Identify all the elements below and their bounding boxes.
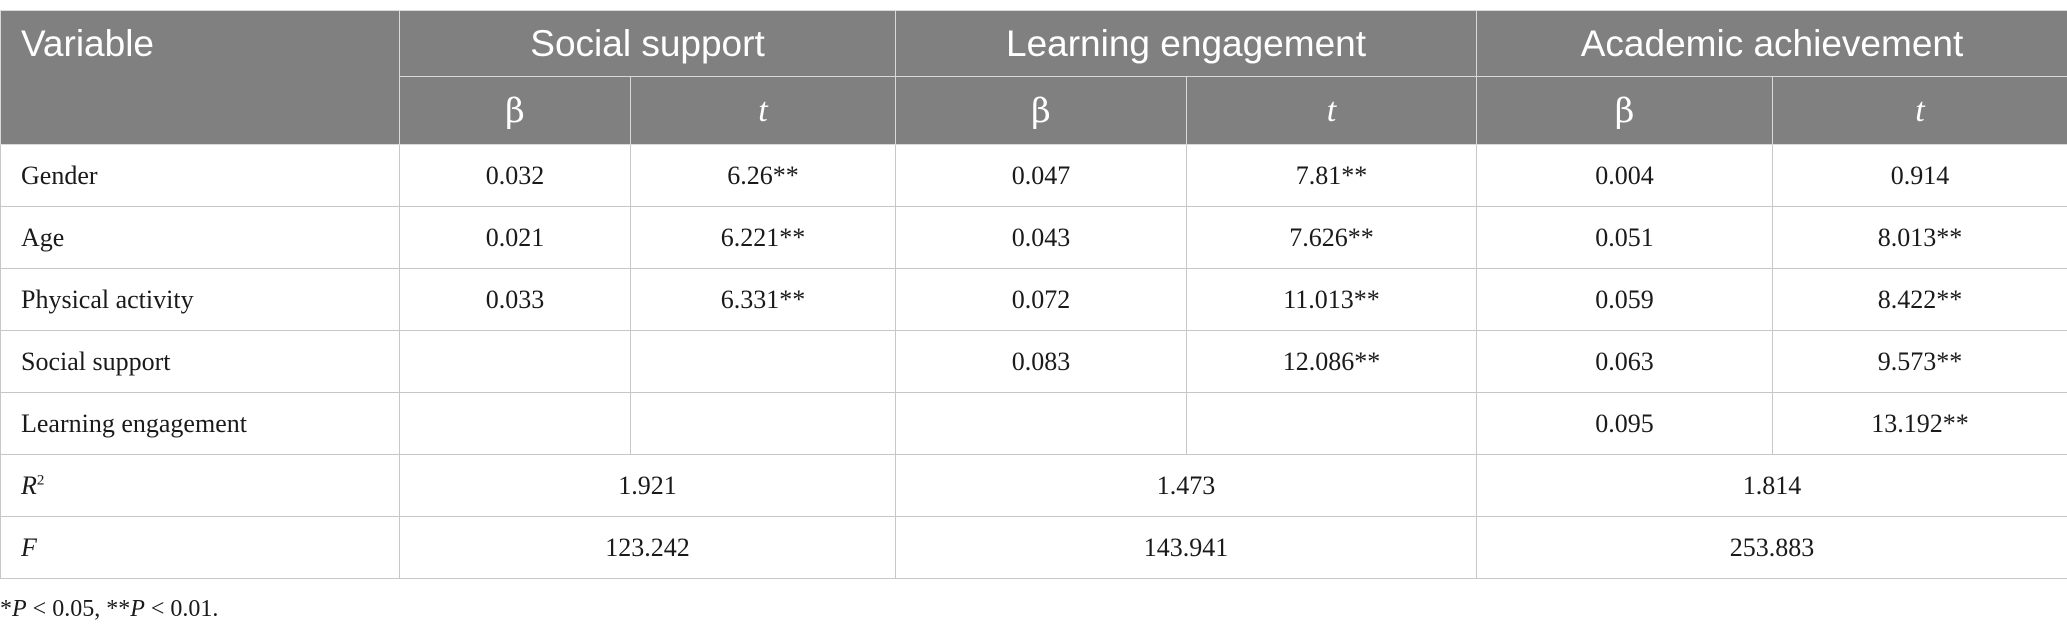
cell-le-t bbox=[1185, 392, 1478, 455]
note-p2: P bbox=[130, 596, 145, 622]
cell-le-t: 7.81** bbox=[1185, 144, 1478, 207]
cell-aa-t: 8.013** bbox=[1772, 206, 2067, 269]
table-body: Gender 0.032 6.26** 0.047 7.81** 0.004 0… bbox=[0, 144, 2067, 579]
cell-le-beta: 0.047 bbox=[895, 144, 1187, 207]
cell-aa-t: 9.573** bbox=[1772, 330, 2067, 393]
r-squared-row: R2 1.921 1.473 1.814 bbox=[0, 454, 2067, 517]
note-text1: < 0.05, ** bbox=[26, 596, 131, 622]
table-row: Physical activity 0.033 6.331** 0.072 11… bbox=[0, 268, 2067, 331]
cell-le-beta bbox=[895, 392, 1187, 455]
header-group-social-support: Social support bbox=[399, 10, 896, 77]
header-row-groups: Variable Social support Learning engagem… bbox=[0, 10, 2067, 145]
cell-ss-t bbox=[630, 330, 896, 393]
f-social-support: 123.242 bbox=[399, 516, 896, 579]
row-label: Learning engagement bbox=[0, 392, 400, 455]
f-learning-engagement: 143.941 bbox=[894, 516, 1478, 579]
row-label: Gender bbox=[0, 144, 400, 207]
header-beta: β bbox=[1476, 76, 1774, 145]
cell-ss-beta: 0.032 bbox=[399, 144, 631, 207]
cell-aa-beta: 0.095 bbox=[1476, 392, 1774, 455]
cell-aa-t: 8.422** bbox=[1772, 268, 2067, 331]
cell-aa-t: 0.914 bbox=[1772, 144, 2067, 207]
table-row: Gender 0.032 6.26** 0.047 7.81** 0.004 0… bbox=[0, 144, 2067, 207]
table-row: Social support 0.083 12.086** 0.063 9.57… bbox=[0, 330, 2067, 393]
header-row-stats: β t β t β t bbox=[1, 76, 2067, 145]
significance-note: *P < 0.05, **P < 0.01. bbox=[0, 596, 218, 623]
row-label: Social support bbox=[0, 330, 400, 393]
cell-ss-t: 6.221** bbox=[630, 206, 896, 269]
r-squared-superscript: 2 bbox=[36, 471, 45, 488]
cell-le-beta: 0.043 bbox=[895, 206, 1187, 269]
note-p1: P bbox=[12, 596, 27, 622]
cell-ss-t: 6.331** bbox=[630, 268, 896, 331]
header-beta: β bbox=[895, 76, 1187, 145]
table-header: Variable Social support Learning engagem… bbox=[0, 10, 2067, 145]
f-label: F bbox=[0, 516, 400, 579]
regression-table: Variable Social support Learning engagem… bbox=[0, 10, 2067, 579]
note-star: * bbox=[0, 596, 12, 622]
cell-ss-beta bbox=[399, 392, 631, 455]
header-t: t bbox=[630, 76, 896, 145]
cell-ss-beta bbox=[399, 330, 631, 393]
cell-le-t: 12.086** bbox=[1185, 330, 1478, 393]
header-group-learning-engagement: Learning engagement bbox=[894, 10, 1478, 77]
header-group-academic-achievement: Academic achievement bbox=[1476, 10, 2067, 77]
cell-le-beta: 0.083 bbox=[895, 330, 1187, 393]
header-beta: β bbox=[399, 76, 631, 145]
r-squared-label: R2 bbox=[0, 454, 400, 517]
r-squared-letter: R bbox=[21, 470, 37, 500]
row-label: Age bbox=[0, 206, 400, 269]
cell-aa-beta: 0.063 bbox=[1476, 330, 1774, 393]
header-variable: Variable bbox=[0, 10, 400, 145]
cell-aa-beta: 0.051 bbox=[1476, 206, 1774, 269]
cell-ss-beta: 0.033 bbox=[399, 268, 631, 331]
cell-aa-t: 13.192** bbox=[1772, 392, 2067, 455]
header-t: t bbox=[1772, 76, 2067, 145]
cell-le-t: 11.013** bbox=[1185, 268, 1478, 331]
cell-ss-beta: 0.021 bbox=[399, 206, 631, 269]
table-row: Age 0.021 6.221** 0.043 7.626** 0.051 8.… bbox=[0, 206, 2067, 269]
cell-aa-beta: 0.004 bbox=[1476, 144, 1774, 207]
cell-le-beta: 0.072 bbox=[895, 268, 1187, 331]
cell-aa-beta: 0.059 bbox=[1476, 268, 1774, 331]
r-squared-social-support: 1.921 bbox=[399, 454, 896, 517]
r-squared-academic-achievement: 1.814 bbox=[1476, 454, 2067, 517]
cell-ss-t: 6.26** bbox=[630, 144, 896, 207]
cell-ss-t bbox=[630, 392, 896, 455]
row-label: Physical activity bbox=[0, 268, 400, 331]
cell-le-t: 7.626** bbox=[1185, 206, 1478, 269]
f-academic-achievement: 253.883 bbox=[1476, 516, 2067, 579]
note-text2: < 0.01. bbox=[144, 596, 219, 622]
r-squared-learning-engagement: 1.473 bbox=[894, 454, 1478, 517]
header-t: t bbox=[1185, 76, 1478, 145]
f-row: F 123.242 143.941 253.883 bbox=[0, 516, 2067, 579]
table-row: Learning engagement 0.095 13.192** bbox=[0, 392, 2067, 455]
